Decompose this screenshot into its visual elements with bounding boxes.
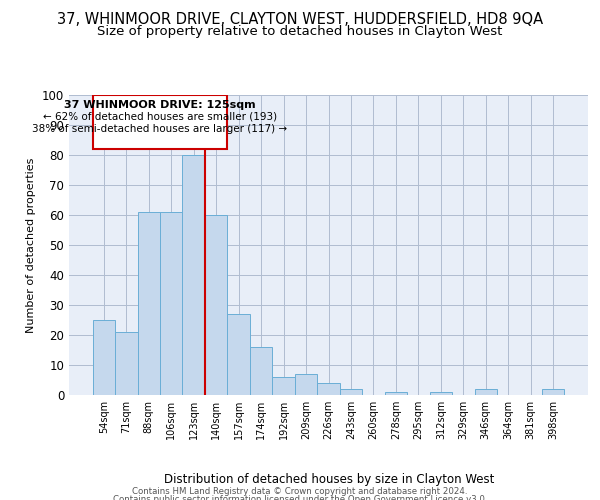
- Text: 37 WHINMOOR DRIVE: 125sqm: 37 WHINMOOR DRIVE: 125sqm: [64, 100, 256, 110]
- Bar: [92, 320, 115, 395]
- Bar: [430, 392, 452, 395]
- Text: Contains HM Land Registry data © Crown copyright and database right 2024.: Contains HM Land Registry data © Crown c…: [132, 488, 468, 496]
- Bar: [385, 392, 407, 395]
- Bar: [160, 212, 182, 395]
- Text: ← 62% of detached houses are smaller (193): ← 62% of detached houses are smaller (19…: [43, 112, 277, 122]
- Bar: [295, 374, 317, 395]
- Bar: [205, 215, 227, 395]
- Text: 38% of semi-detached houses are larger (117) →: 38% of semi-detached houses are larger (…: [32, 124, 287, 134]
- Bar: [250, 347, 272, 395]
- Text: 37, WHINMOOR DRIVE, CLAYTON WEST, HUDDERSFIELD, HD8 9QA: 37, WHINMOOR DRIVE, CLAYTON WEST, HUDDER…: [57, 12, 543, 28]
- Bar: [227, 314, 250, 395]
- Bar: [272, 377, 295, 395]
- Bar: [340, 389, 362, 395]
- Bar: [137, 212, 160, 395]
- Text: Size of property relative to detached houses in Clayton West: Size of property relative to detached ho…: [97, 25, 503, 38]
- Text: Distribution of detached houses by size in Clayton West: Distribution of detached houses by size …: [164, 472, 494, 486]
- Y-axis label: Number of detached properties: Number of detached properties: [26, 158, 37, 332]
- Bar: [542, 389, 565, 395]
- Bar: [92, 95, 227, 149]
- Bar: [475, 389, 497, 395]
- Bar: [182, 155, 205, 395]
- Bar: [317, 383, 340, 395]
- Text: Contains public sector information licensed under the Open Government Licence v3: Contains public sector information licen…: [113, 495, 487, 500]
- Bar: [115, 332, 137, 395]
